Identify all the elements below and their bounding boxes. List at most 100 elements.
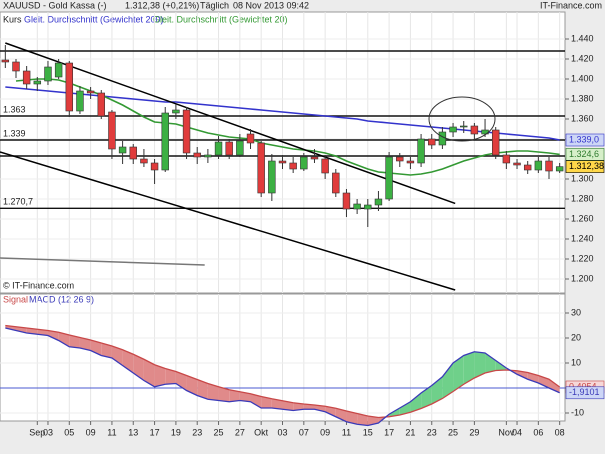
candle-body bbox=[33, 80, 42, 85]
macd-fill bbox=[442, 363, 454, 399]
macd-fill bbox=[453, 355, 464, 392]
candle-body bbox=[321, 158, 329, 174]
candle-body bbox=[214, 141, 223, 156]
y-tick-label: 20 bbox=[571, 332, 581, 342]
macd-fill bbox=[261, 396, 272, 408]
y-tick-label: 1.200 bbox=[571, 273, 594, 283]
candle-body bbox=[140, 158, 148, 164]
x-tick-label: Okt bbox=[254, 427, 269, 437]
macd-fill bbox=[282, 400, 294, 411]
value-label: -1,9101 bbox=[569, 387, 600, 397]
candle-body bbox=[417, 138, 425, 164]
value-label: 1.324,6 bbox=[569, 149, 599, 159]
candle-body bbox=[449, 126, 457, 133]
candle-body bbox=[108, 111, 116, 150]
quote: 1.312,38 (+0,21%) bbox=[125, 0, 199, 10]
candle-body bbox=[385, 156, 393, 200]
x-tick-label: 11 bbox=[107, 427, 116, 437]
candle-body bbox=[555, 166, 564, 172]
candle-body bbox=[204, 154, 212, 158]
candle-body bbox=[289, 162, 297, 170]
macd-fill bbox=[485, 353, 496, 373]
candle-body bbox=[97, 92, 105, 117]
candle-body bbox=[364, 204, 372, 210]
copyright: © IT-Finance.com bbox=[3, 280, 74, 290]
candle-body bbox=[76, 90, 84, 112]
candle-body bbox=[257, 142, 265, 194]
level-label: 1.270,7 bbox=[3, 197, 33, 207]
macd-fill bbox=[314, 405, 326, 412]
chart-title: XAUUSD - Gold Kassa (-) bbox=[3, 0, 107, 10]
macd-fill bbox=[463, 351, 475, 385]
candle-body bbox=[182, 109, 191, 154]
candle-body bbox=[150, 162, 159, 171]
candle-body bbox=[491, 129, 500, 156]
macd-fill bbox=[175, 371, 187, 391]
candle-body bbox=[353, 203, 361, 210]
x-tick-label: 21 bbox=[405, 427, 415, 437]
y-tick-label: 1.220 bbox=[571, 253, 594, 263]
candle-body bbox=[161, 112, 169, 171]
candle-body bbox=[406, 160, 415, 164]
candle-body bbox=[54, 62, 63, 78]
candle-body bbox=[534, 160, 543, 171]
source: IT-Finance.com bbox=[540, 0, 602, 10]
candle-body bbox=[65, 62, 74, 112]
y-tick-label: 1.400 bbox=[571, 73, 594, 83]
x-tick-label: 06 bbox=[533, 427, 543, 437]
x-tick-label: 29 bbox=[469, 427, 479, 437]
x-tick-label: 11 bbox=[342, 427, 351, 437]
x-tick-label: 09 bbox=[86, 427, 96, 437]
x-tick-label: 07 bbox=[299, 427, 309, 437]
candle-body bbox=[1, 59, 10, 63]
macd-fill bbox=[69, 335, 80, 348]
candle-body bbox=[310, 156, 319, 160]
candle-body bbox=[22, 70, 31, 85]
macd-fill bbox=[346, 411, 358, 425]
legend-entry: Gleit. Durchschnitt (Gewichtet 200) bbox=[24, 14, 164, 24]
y-tick-label: 1.380 bbox=[571, 93, 594, 103]
macd-fill bbox=[207, 383, 219, 401]
macd-fill bbox=[197, 379, 208, 400]
candle-body bbox=[12, 61, 20, 72]
x-tick-label: 23 bbox=[427, 427, 437, 437]
candle-body bbox=[225, 141, 233, 156]
y-tick-label: -10 bbox=[571, 407, 584, 417]
value-label: 1.339,0 bbox=[569, 134, 599, 144]
y-tick-label: 30 bbox=[571, 307, 581, 317]
legend-entry: MACD (12 26 9) bbox=[29, 294, 94, 304]
macd-fill bbox=[325, 406, 336, 417]
candle-body bbox=[470, 125, 479, 135]
ma-line bbox=[15, 78, 560, 176]
legend-entry: Kurs bbox=[3, 14, 22, 24]
trendline bbox=[5, 42, 456, 205]
macd-fill bbox=[47, 330, 59, 341]
macd-fill bbox=[271, 398, 283, 410]
macd-fill bbox=[357, 413, 368, 426]
x-tick-label: 19 bbox=[171, 427, 181, 437]
macd-fill bbox=[335, 408, 347, 422]
y-tick-label: 1.300 bbox=[571, 173, 594, 183]
x-tick-label: 05 bbox=[64, 427, 74, 437]
x-tick-label: 09 bbox=[320, 427, 330, 437]
candle-body bbox=[428, 138, 436, 146]
candle-body bbox=[300, 156, 308, 170]
candle-body bbox=[438, 131, 447, 146]
interval: Täglich bbox=[200, 0, 229, 10]
y-tick-label: 1.440 bbox=[571, 33, 594, 43]
candle-body bbox=[44, 66, 52, 82]
highlight-ellipse bbox=[428, 96, 496, 142]
x-tick-label: 15 bbox=[363, 427, 373, 437]
macd-fill bbox=[165, 368, 176, 385]
macd-fill bbox=[549, 379, 560, 393]
y-tick-label: 1.420 bbox=[571, 53, 594, 63]
y-tick-label: 1.260 bbox=[571, 213, 594, 223]
candle-body bbox=[268, 160, 276, 194]
candle-body bbox=[332, 172, 340, 194]
candle-body bbox=[342, 192, 351, 210]
x-tick-label: 03 bbox=[277, 427, 287, 437]
trendline bbox=[0, 257, 205, 266]
level-label: 1.339 bbox=[3, 128, 26, 138]
